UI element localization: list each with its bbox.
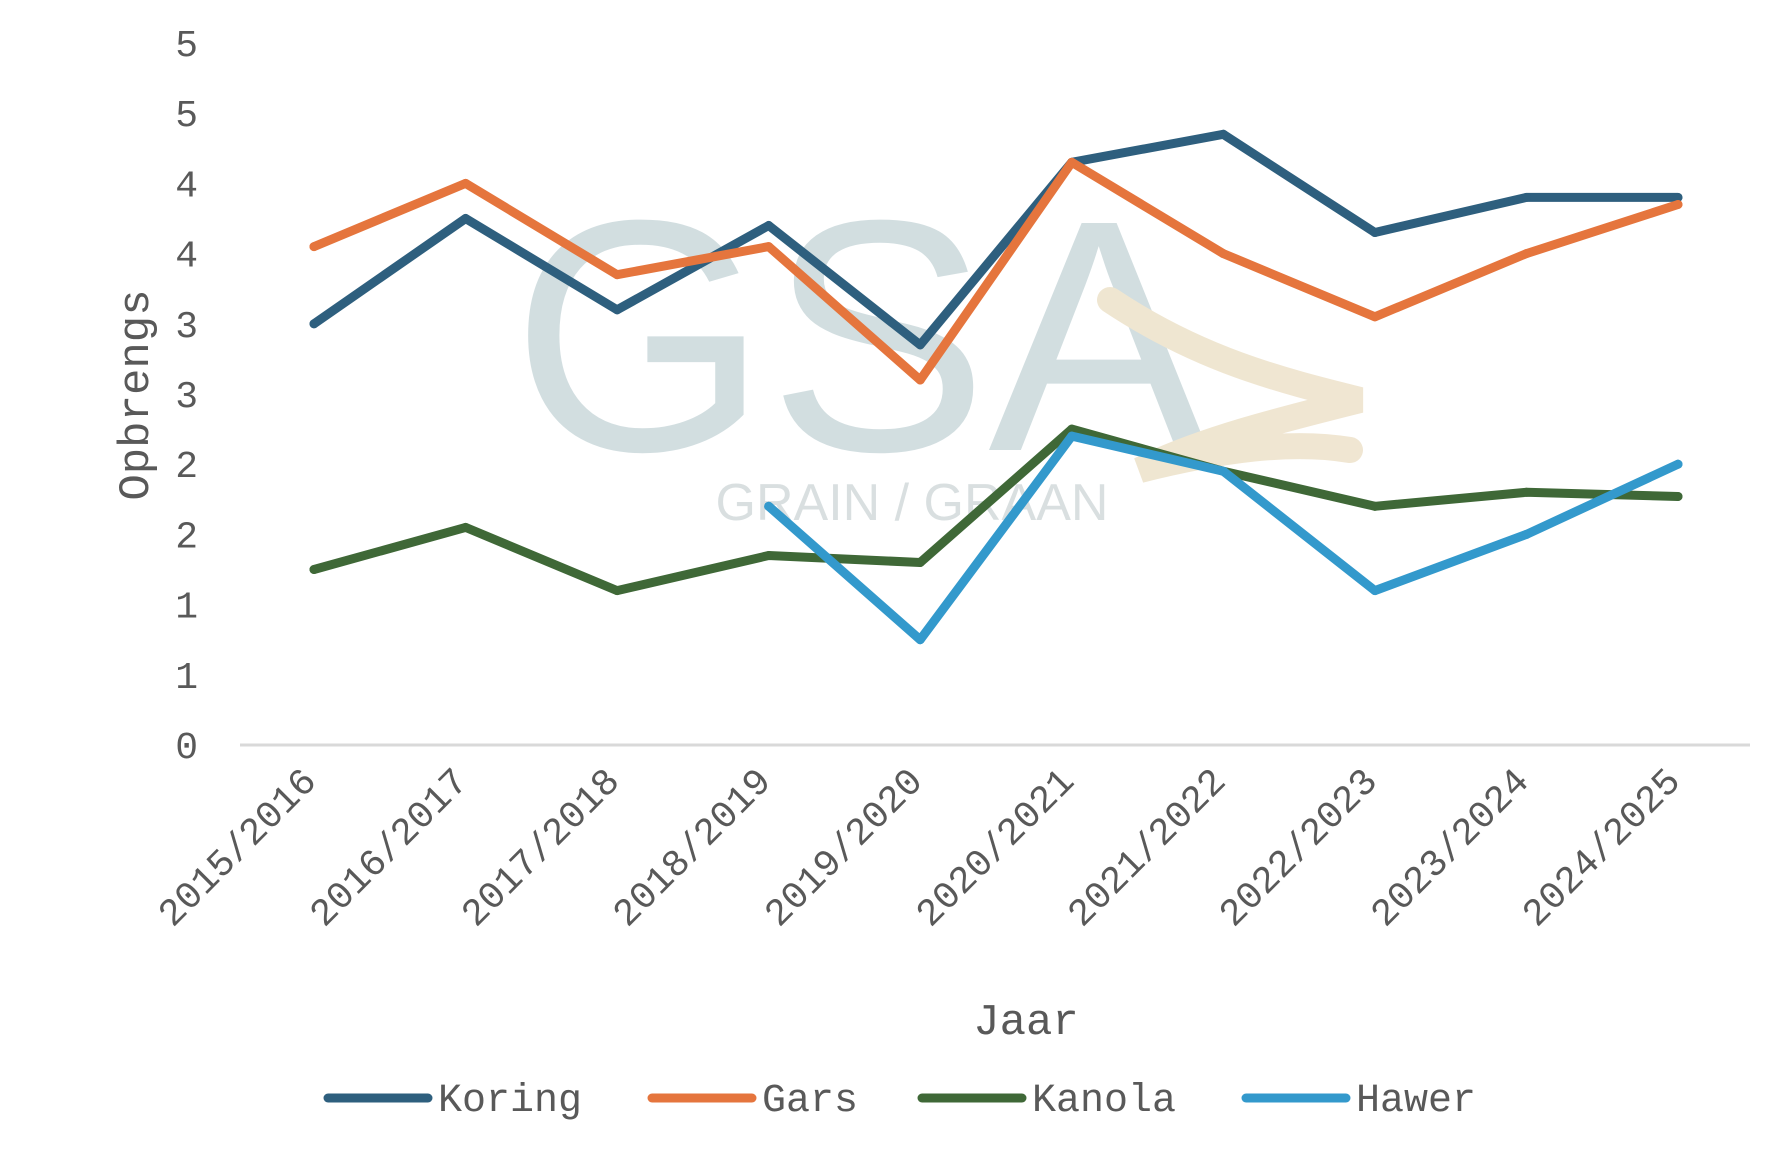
data-point-koring <box>309 319 319 329</box>
y-tick-label: 0 <box>175 727 198 770</box>
data-point-gars <box>1673 199 1683 209</box>
y-tick-label: 2 <box>175 516 198 559</box>
legend: Koring Gars Kanola Hawer <box>323 1079 1476 1124</box>
watermark-swoosh <box>1097 287 1364 483</box>
data-point-hawer <box>1521 529 1531 539</box>
data-point-gars <box>461 178 471 188</box>
data-point-koring <box>1218 129 1228 139</box>
y-tick-label: 4 <box>175 165 198 208</box>
data-point-gars <box>1521 249 1531 259</box>
data-point-koring <box>461 214 471 223</box>
data-point-gars <box>1218 249 1228 259</box>
x-tick-label: 2023/2024 <box>1363 761 1539 937</box>
data-point-hawer <box>1673 459 1683 469</box>
data-point-gars <box>1067 157 1077 167</box>
y-tick-label: 1 <box>175 587 198 630</box>
y-tick-label: 1 <box>175 657 198 700</box>
watermark-caption: GRAIN / GRAAN <box>716 474 1109 532</box>
series-line-kanola <box>309 424 1683 596</box>
data-point-kanola <box>1673 491 1683 501</box>
data-point-kanola <box>1067 424 1077 434</box>
data-point-kanola <box>1521 487 1531 497</box>
x-tick-label: 2019/2020 <box>757 761 933 937</box>
y-tick-label: 4 <box>175 236 198 279</box>
data-point-kanola <box>309 565 319 574</box>
data-point-koring <box>1673 192 1683 202</box>
x-tick-label: 2020/2021 <box>909 761 1085 937</box>
y-axis-title: Opbrengs <box>112 289 162 500</box>
y-tick-label: 3 <box>175 306 198 349</box>
data-point-koring <box>764 221 774 231</box>
series-line-koring <box>309 129 1683 350</box>
x-tick-label: 2015/2016 <box>151 761 327 937</box>
data-point-hawer <box>1067 431 1077 441</box>
data-point-kanola <box>1370 501 1380 511</box>
data-point-gars <box>1370 312 1380 322</box>
data-point-gars <box>309 242 319 252</box>
x-axis-title: Jaar <box>973 998 1079 1048</box>
legend-label-gars: Gars <box>762 1079 858 1124</box>
x-tick-label: 2018/2019 <box>606 761 782 937</box>
data-point-kanola <box>915 557 925 567</box>
x-tick-label: 2016/2017 <box>303 761 479 937</box>
data-point-koring <box>1370 228 1380 238</box>
watermark-logo-letters: GSA <box>512 151 1211 520</box>
y-tick-label: 5 <box>175 25 198 68</box>
legend-label-hawer: Hawer <box>1356 1079 1476 1124</box>
data-point-koring <box>612 305 622 315</box>
data-point-hawer <box>1370 586 1380 596</box>
data-point-koring <box>1521 192 1531 202</box>
x-tick-label: 2021/2022 <box>1060 761 1236 937</box>
y-tick-label: 5 <box>175 95 198 138</box>
data-point-hawer <box>764 501 774 511</box>
data-point-kanola <box>764 550 774 560</box>
x-tick-label: 2024/2025 <box>1515 761 1691 937</box>
legend-label-kanola: Kanola <box>1032 1079 1176 1124</box>
data-point-hawer <box>1218 466 1228 476</box>
y-tick-label: 3 <box>175 376 198 419</box>
data-point-gars <box>612 270 622 280</box>
data-point-kanola <box>461 522 471 532</box>
data-point-gars <box>915 375 925 385</box>
data-point-koring <box>915 340 925 350</box>
gsa-watermark-logo: GSA GRAIN / GRAAN <box>512 151 1364 532</box>
y-tick-label: 2 <box>175 446 198 489</box>
data-point-hawer <box>915 635 925 645</box>
data-point-gars <box>764 242 774 252</box>
x-tick-label: 2017/2018 <box>454 761 630 937</box>
legend-label-koring: Koring <box>438 1079 582 1124</box>
x-tick-label: 2022/2023 <box>1212 761 1388 937</box>
series-line-gars <box>309 157 1683 385</box>
data-point-kanola <box>612 586 622 596</box>
series-layer <box>309 129 1683 645</box>
